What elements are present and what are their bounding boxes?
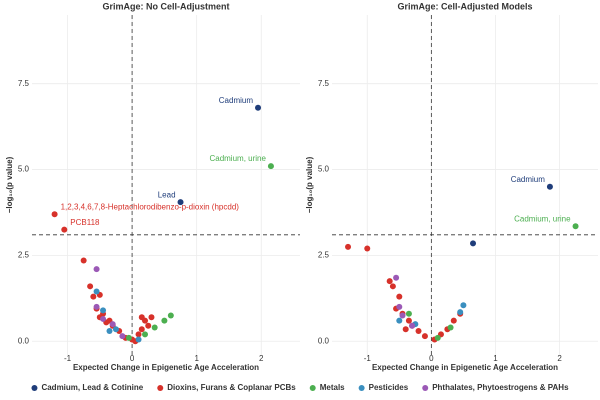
legend-marker — [358, 385, 365, 391]
data-point — [112, 326, 119, 333]
x-tick-label: 2 — [259, 354, 264, 363]
x-tick-label: 1 — [493, 354, 498, 363]
data-point — [255, 104, 262, 111]
data-point — [396, 293, 403, 300]
data-point — [161, 317, 168, 324]
data-point — [434, 334, 441, 341]
y-tick-label: 7.5 — [318, 79, 330, 88]
point-label: Cadmium — [511, 175, 546, 184]
data-point — [135, 336, 142, 343]
y-tick-label: 7.5 — [18, 79, 30, 88]
data-point — [125, 334, 132, 341]
point-label: Cadmium, urine — [209, 154, 266, 163]
x-tick-label: -1 — [364, 354, 372, 363]
y-axis-label: −log₁₀(p value) — [305, 156, 314, 213]
data-point — [405, 317, 412, 324]
data-point — [457, 309, 464, 316]
data-point — [109, 321, 116, 328]
point-label: PCB118 — [70, 218, 100, 227]
point-label: Lead — [158, 190, 176, 199]
y-tick-label: 0.0 — [18, 336, 30, 345]
data-point — [546, 183, 553, 190]
data-point — [87, 283, 94, 290]
data-point — [267, 163, 274, 170]
data-point — [345, 243, 352, 250]
data-point — [100, 307, 107, 314]
y-tick-label: 0.0 — [318, 336, 330, 345]
y-tick-label: 5.0 — [318, 165, 330, 174]
data-point — [61, 226, 68, 233]
data-point — [135, 331, 142, 338]
y-tick-label: 2.5 — [318, 251, 330, 260]
data-point — [138, 314, 145, 321]
data-point — [393, 274, 400, 281]
y-axis-label: −log₁₀(p value) — [5, 156, 14, 213]
data-point — [450, 317, 457, 324]
x-tick-label: -1 — [64, 354, 72, 363]
chart-title: GrimAge: No Cell-Adjustment — [102, 1, 229, 11]
chart-title: GrimAge: Cell-Adjusted Models — [397, 1, 532, 11]
data-point — [396, 317, 403, 324]
point-label: Cadmium, urine — [514, 214, 571, 223]
point-label: 1,2,3,4,6,7,8-Heptachlorodibenzo-p-dioxi… — [61, 202, 240, 211]
x-tick-label: 2 — [557, 354, 562, 363]
x-tick-label: 1 — [194, 354, 199, 363]
data-point — [415, 327, 422, 334]
data-point — [572, 223, 579, 230]
legend-label: Phthalates, Phytoestrogens & PAHs — [432, 383, 569, 392]
data-point — [389, 283, 396, 290]
data-point — [364, 245, 371, 252]
data-point — [142, 331, 149, 338]
data-point — [106, 327, 113, 334]
data-point — [470, 240, 477, 247]
data-point — [399, 312, 406, 319]
x-axis-label: Expected Change in Epigenetic Age Accele… — [73, 363, 259, 372]
data-point — [100, 315, 107, 322]
data-point — [409, 322, 416, 329]
legend-marker — [157, 385, 164, 391]
legend-marker — [309, 385, 316, 391]
data-point — [402, 326, 409, 333]
x-tick-label: 0 — [429, 354, 434, 363]
data-point — [421, 333, 428, 340]
data-point — [167, 312, 174, 319]
data-point — [386, 278, 393, 285]
data-point — [396, 303, 403, 310]
data-point — [93, 303, 100, 310]
legend-marker — [31, 385, 38, 391]
data-point — [460, 302, 467, 309]
legend-label: Pesticides — [369, 383, 409, 392]
data-point — [151, 324, 158, 331]
y-tick-label: 5.0 — [18, 165, 30, 174]
data-point — [447, 324, 454, 331]
data-point — [177, 199, 184, 206]
data-point — [119, 333, 126, 340]
data-point — [90, 293, 97, 300]
data-point — [145, 322, 152, 329]
data-point — [148, 314, 155, 321]
legend-label: Dioxins, Furans & Coplanar PCBs — [167, 383, 296, 392]
y-tick-label: 2.5 — [18, 251, 30, 260]
legend-label: Metals — [320, 383, 345, 392]
data-point — [80, 257, 87, 264]
x-axis-label: Expected Change in Epigenetic Age Accele… — [372, 363, 558, 372]
x-tick-label: 0 — [130, 354, 135, 363]
legend-marker — [422, 385, 429, 391]
point-label: Cadmium — [219, 96, 254, 105]
data-point — [93, 266, 100, 273]
data-point — [138, 326, 145, 333]
data-point — [51, 211, 58, 218]
data-point — [93, 288, 100, 295]
legend-label: Cadmium, Lead & Cotinine — [41, 383, 143, 392]
data-point — [405, 310, 412, 317]
